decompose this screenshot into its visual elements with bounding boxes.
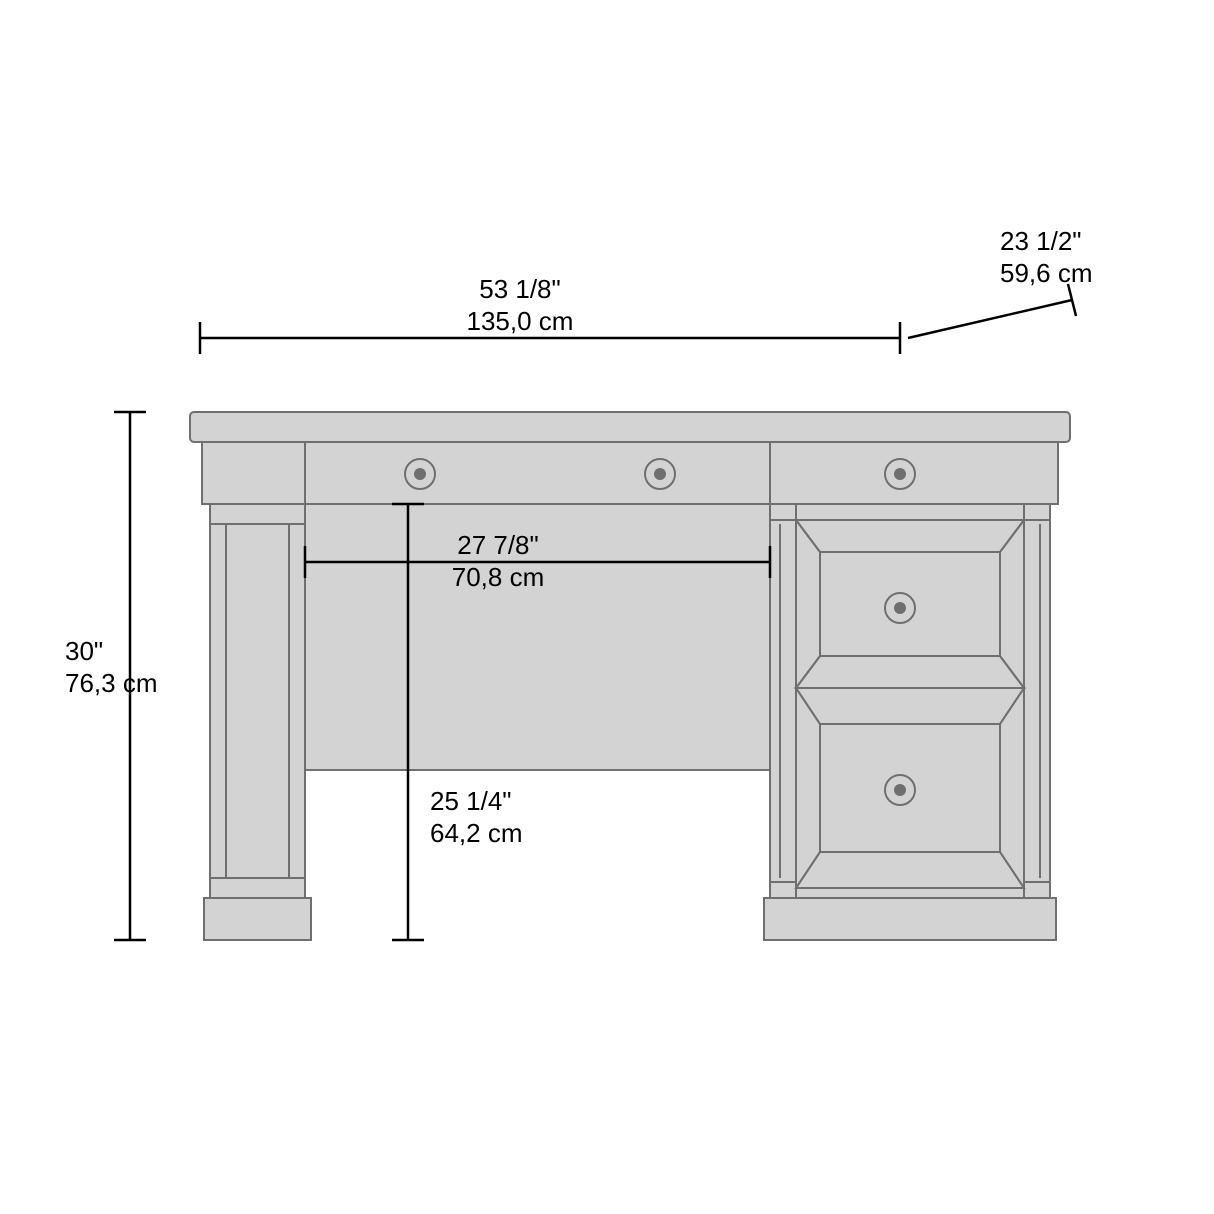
- dim-height-metric: 76,3 cm: [65, 668, 158, 698]
- dim-opening-h-imperial: 25 1/4": [430, 786, 512, 816]
- dim-opening-w-metric: 70,8 cm: [452, 562, 545, 592]
- dim-depth: 23 1/2" 59,6 cm: [908, 226, 1093, 338]
- left-leg: [204, 504, 311, 940]
- knob: [405, 459, 435, 489]
- desk-top: [190, 412, 1070, 442]
- dim-width: 53 1/8" 135,0 cm: [200, 274, 900, 354]
- dim-width-imperial: 53 1/8": [479, 274, 561, 304]
- knob: [885, 593, 915, 623]
- desk-dimension-drawing: 53 1/8" 135,0 cm 23 1/2" 59,6 cm 30" 76,…: [0, 0, 1214, 1214]
- dim-depth-metric: 59,6 cm: [1000, 258, 1093, 288]
- knob: [645, 459, 675, 489]
- dim-opening-w-imperial: 27 7/8": [457, 530, 539, 560]
- dim-opening-h-metric: 64,2 cm: [430, 818, 523, 848]
- right-cabinet: [764, 504, 1056, 940]
- dim-depth-imperial: 23 1/2": [1000, 226, 1082, 256]
- knob: [885, 775, 915, 805]
- knob: [885, 459, 915, 489]
- dim-height: 30" 76,3 cm: [65, 412, 158, 940]
- dim-height-imperial: 30": [65, 636, 103, 666]
- dim-width-metric: 135,0 cm: [467, 306, 574, 336]
- desk-apron: [202, 442, 1058, 504]
